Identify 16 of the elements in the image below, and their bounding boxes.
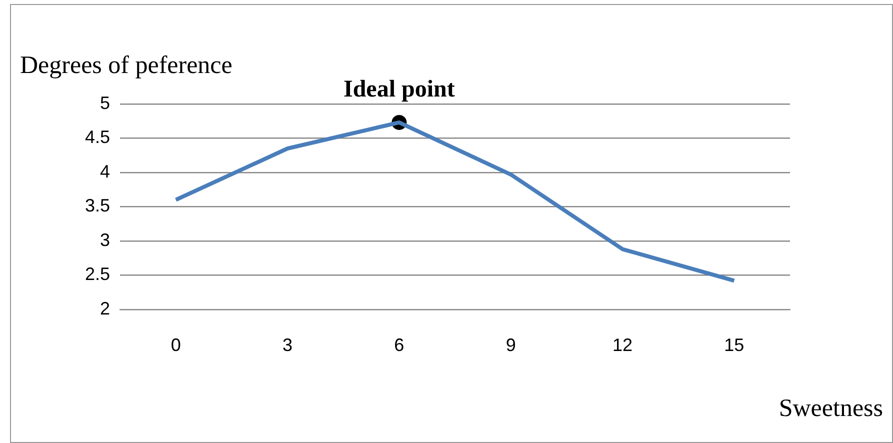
x-tick-label: 9 [506,335,516,356]
y-tick-label: 4 [100,161,110,182]
y-tick-label: 5 [100,92,110,113]
x-tick-label: 0 [170,335,181,356]
y-axis-title: Degrees of peference [20,52,232,80]
y-tick-label: 4.5 [84,127,110,148]
x-tick-label: 3 [282,335,293,356]
y-tick-label: 3 [100,230,110,250]
y-tick-label: 2.5 [84,264,110,284]
y-tick-label: 3.5 [84,196,110,216]
x-tick-label: 15 [724,335,744,356]
annotation: Ideal point [343,76,455,103]
x-axis-title: Sweetness [778,395,883,423]
x-tick-label: 6 [394,335,404,356]
x-tick-label: 12 [612,335,633,356]
y-tick-label: 2 [100,298,110,318]
